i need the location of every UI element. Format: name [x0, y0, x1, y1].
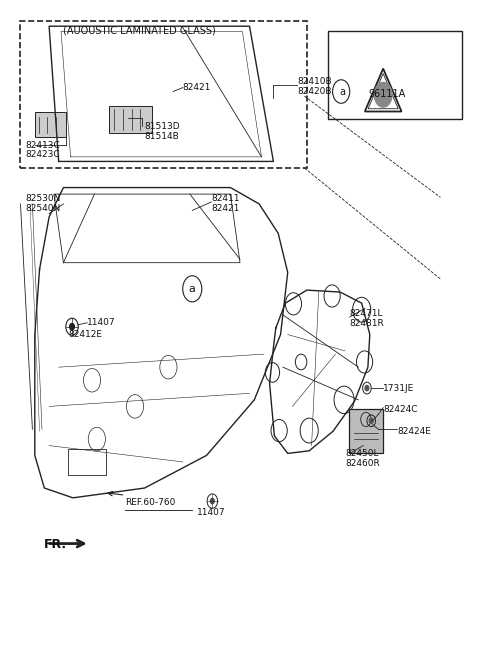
Text: 82471L: 82471L: [350, 309, 383, 318]
Text: 82540N: 82540N: [25, 204, 60, 213]
Bar: [328, 31, 462, 119]
Bar: [21, 21, 307, 168]
Text: 82424C: 82424C: [383, 405, 418, 414]
Text: 82420B: 82420B: [297, 87, 332, 96]
Text: FR.: FR.: [44, 539, 68, 552]
Text: 82481R: 82481R: [350, 319, 384, 328]
Text: 82530N: 82530N: [25, 194, 60, 203]
Circle shape: [70, 323, 74, 330]
Text: REF.60-760: REF.60-760: [125, 498, 176, 507]
Text: 82410B: 82410B: [297, 77, 332, 85]
Text: 82411: 82411: [211, 194, 240, 203]
Text: 82421: 82421: [211, 204, 240, 213]
Text: (AUOUSTIC LAMINATED GLASS): (AUOUSTIC LAMINATED GLASS): [63, 26, 216, 36]
Circle shape: [210, 499, 214, 504]
Bar: [68, 449, 107, 475]
Text: 82413C: 82413C: [25, 140, 60, 150]
Text: 96111A: 96111A: [369, 89, 406, 99]
Text: 82460R: 82460R: [345, 459, 380, 468]
Text: 82424E: 82424E: [397, 426, 432, 436]
Bar: [349, 409, 383, 453]
Circle shape: [373, 82, 393, 108]
Text: a: a: [189, 284, 196, 294]
Text: 82450L: 82450L: [345, 449, 379, 458]
Bar: [109, 106, 152, 133]
Text: 11407: 11407: [197, 508, 226, 517]
Text: 82423C: 82423C: [25, 150, 60, 159]
Text: 1731JE: 1731JE: [383, 384, 414, 392]
Text: a: a: [340, 87, 346, 96]
Text: 82412E: 82412E: [68, 330, 102, 339]
Text: 81513D: 81513D: [144, 122, 180, 131]
Text: 11407: 11407: [87, 318, 116, 327]
Circle shape: [365, 386, 369, 391]
Text: 82421: 82421: [183, 83, 211, 92]
Text: 81514B: 81514B: [144, 132, 180, 141]
Circle shape: [369, 418, 373, 423]
Bar: [35, 112, 66, 136]
